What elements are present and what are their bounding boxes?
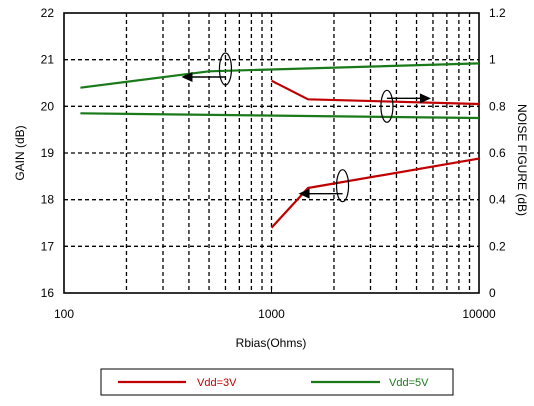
legend: Vdd=3V Vdd=5V (100, 368, 454, 396)
y-left-tick-label: 21 (41, 53, 55, 67)
grid (64, 13, 479, 293)
x-tick-label: 100 (54, 307, 74, 321)
series-vdd-3v-gain (270, 157, 480, 229)
y-right-tick-label: 0.8 (489, 99, 506, 113)
annotation-ellipse (218, 52, 233, 86)
y-left-tick-label: 17 (41, 239, 55, 253)
x-axis-label: Rbias(Ohms) (236, 336, 307, 350)
series-lines (80, 62, 480, 229)
x-tick-label: 1000 (258, 307, 285, 321)
y-right-tick-label: 0.4 (489, 193, 506, 207)
axis-annotations (181, 52, 431, 203)
legend-label-vdd-3v: Vdd=3V (197, 377, 237, 389)
y-right-tick-label: 0 (489, 286, 496, 300)
series-vdd-5v-noise-figure (80, 112, 480, 120)
y-right-tick-label: 0.2 (489, 239, 506, 253)
annotation-arrow-head (419, 93, 431, 104)
legend-label-vdd-5v: Vdd=5V (389, 377, 429, 389)
series-vdd-3v-noise-figure (271, 79, 480, 106)
x-tick-label: 10000 (462, 307, 496, 321)
y-right-tick-label: 1.2 (489, 6, 506, 20)
series-vdd-5v-gain (80, 62, 480, 89)
axis-ticks (63, 288, 480, 293)
axis-arrow-annotation (181, 52, 233, 86)
y-left-tick-label: 18 (41, 193, 55, 207)
annotation-ellipse (380, 89, 394, 123)
axis-arrow-annotation (380, 89, 431, 123)
annotation-arrow-head (181, 72, 193, 82)
y-right-axis-label: NOISE FIGURE (dB) (515, 104, 529, 216)
axis-arrow-annotation (298, 169, 350, 203)
annotation-ellipse (335, 169, 350, 203)
y-left-tick-label: 19 (41, 146, 55, 160)
x-tick-labels: 100 1000 10000 (54, 307, 496, 321)
y-left-tick-label: 22 (41, 6, 55, 20)
annotation-arrow-head (298, 188, 310, 199)
y-left-axis-label: GAIN (dB) (13, 125, 27, 180)
y-right-tick-label: 0.6 (489, 146, 506, 160)
y-left-tick-labels: 16 17 18 19 20 21 22 (41, 6, 55, 300)
y-left-tick-label: 16 (41, 286, 55, 300)
y-right-tick-labels: 0 0.2 0.4 0.6 0.8 1 1.2 (489, 6, 506, 300)
y-left-tick-label: 20 (41, 99, 55, 113)
y-right-tick-label: 1 (489, 53, 496, 67)
